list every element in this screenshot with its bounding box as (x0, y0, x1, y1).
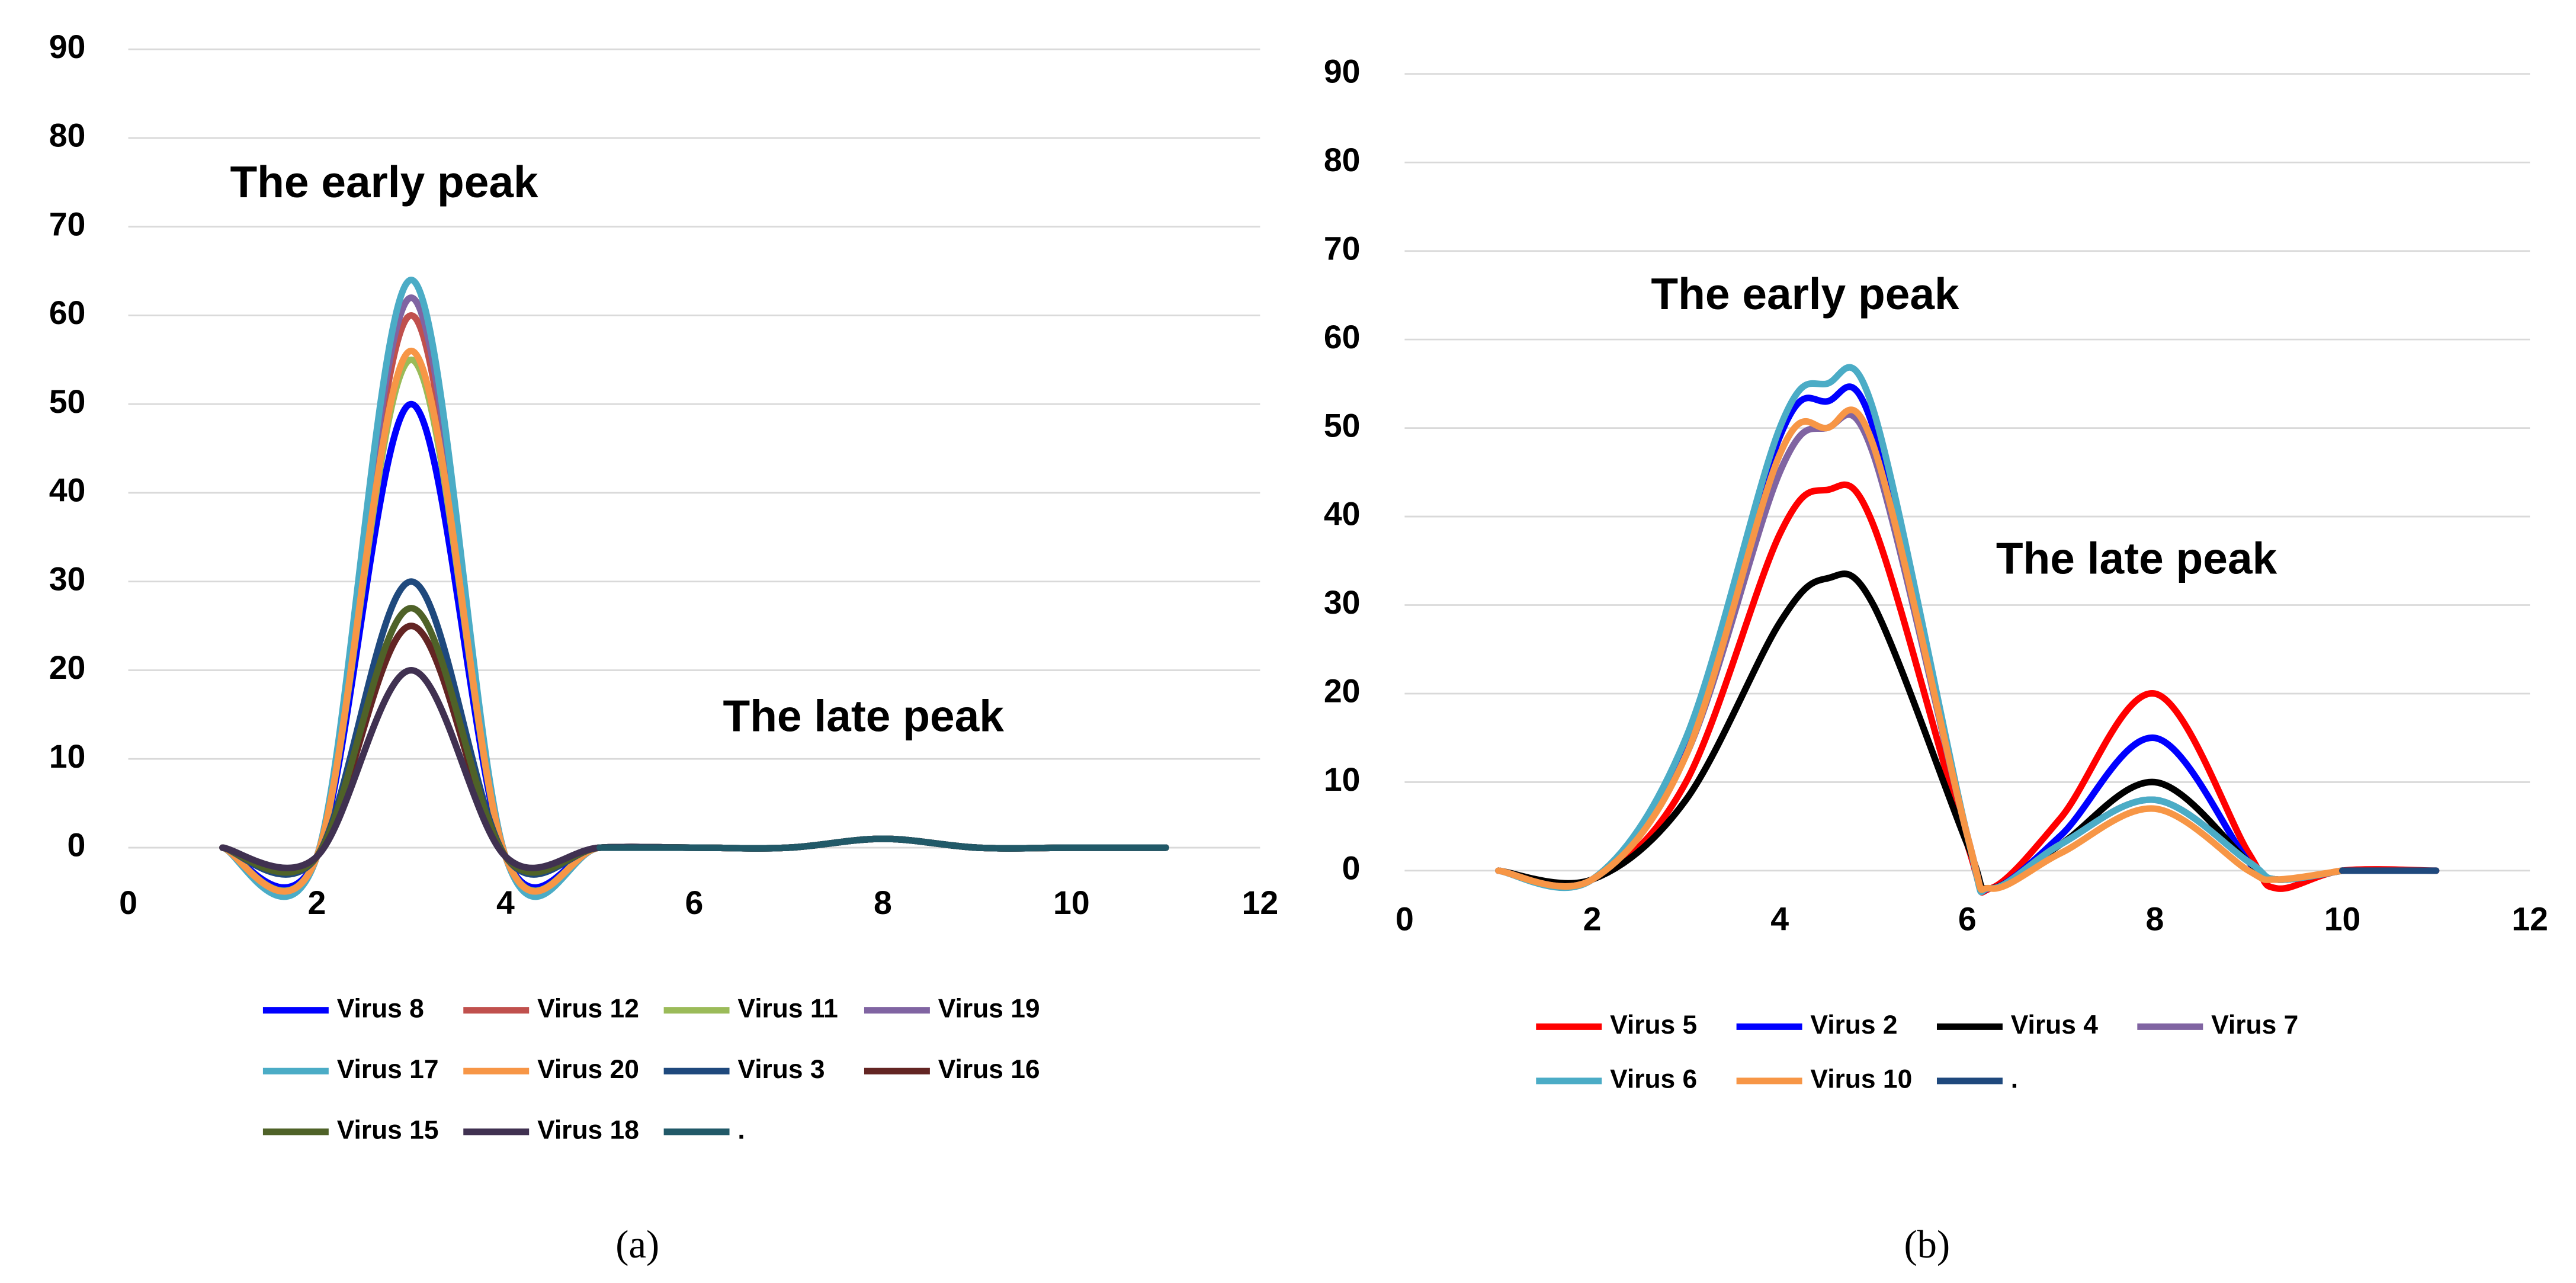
caption: (a) (615, 1223, 659, 1266)
y-tick-label: 80 (49, 117, 86, 154)
legend-label: Virus 3 (737, 1055, 825, 1084)
legend-label: Virus 11 (737, 994, 838, 1023)
series-line (1495, 406, 2346, 893)
y-tick-label: 40 (49, 472, 86, 509)
y-tick-label: 70 (1324, 230, 1361, 267)
legend-label: Virus 4 (2011, 1011, 2098, 1040)
y-tick-label: 0 (68, 827, 86, 864)
legend-label: . (737, 1116, 745, 1145)
annotation: The late peak (723, 691, 1004, 741)
annotation: The early peak (1651, 269, 1959, 319)
series-line (219, 400, 1169, 891)
legend-label: Virus 5 (1610, 1011, 1697, 1040)
y-tick-label: 90 (49, 28, 86, 65)
legend-label: Virus 19 (938, 994, 1040, 1023)
y-tick-label: 20 (49, 649, 86, 686)
x-tick-label: 6 (685, 884, 704, 921)
x-tick-label: 0 (119, 884, 137, 921)
x-tick-label: 2 (1583, 901, 1602, 938)
legend-label: Virus 16 (938, 1055, 1040, 1084)
legend-label: . (2011, 1065, 2018, 1094)
x-tick-label: 8 (874, 884, 892, 921)
legend-label: Virus 20 (537, 1055, 639, 1084)
y-tick-label: 10 (49, 738, 86, 775)
legend-label: Virus 17 (337, 1055, 439, 1084)
y-tick-label: 70 (49, 206, 86, 242)
x-tick-label: 12 (1242, 884, 1279, 921)
y-tick-label: 50 (49, 383, 86, 420)
x-tick-label: 12 (2511, 901, 2548, 938)
y-tick-label: 40 (1324, 496, 1361, 533)
y-tick-label: 0 (1342, 850, 1361, 887)
x-tick-label: 10 (1053, 884, 1090, 921)
annotation: The late peak (1996, 533, 2277, 583)
x-tick-label: 0 (1396, 901, 1414, 938)
y-tick-label: 80 (1324, 142, 1361, 178)
legend-label: Virus 15 (337, 1116, 439, 1145)
legend-label: Virus 10 (1810, 1065, 1912, 1094)
annotation: The early peak (230, 157, 538, 207)
y-tick-label: 30 (1324, 584, 1361, 621)
series-line (1495, 411, 2346, 894)
legend-label: Virus 7 (2211, 1011, 2298, 1040)
legend-label: Virus 8 (337, 994, 424, 1023)
legend-label: Virus 18 (537, 1116, 639, 1145)
series-line (219, 356, 1169, 894)
series-line (219, 605, 1169, 876)
series-line (596, 835, 1169, 852)
legend-label: Virus 12 (537, 994, 639, 1023)
x-tick-label: 10 (2324, 901, 2361, 938)
y-tick-label: 90 (1324, 53, 1361, 89)
series-line (1495, 570, 2346, 892)
y-tick-label: 20 (1324, 673, 1361, 710)
legend-label: Virus 6 (1610, 1065, 1697, 1094)
y-tick-label: 10 (1324, 761, 1361, 798)
x-tick-label: 2 (308, 884, 326, 921)
y-tick-label: 60 (49, 294, 86, 331)
x-tick-label: 8 (2145, 901, 2164, 938)
caption: (b) (1904, 1223, 1951, 1266)
series-line (1495, 364, 2346, 896)
x-tick-label: 6 (1958, 901, 1977, 938)
y-tick-label: 50 (1324, 407, 1361, 444)
y-tick-label: 60 (1324, 319, 1361, 355)
x-tick-label: 4 (1770, 901, 1789, 938)
x-tick-label: 4 (496, 884, 515, 921)
y-tick-label: 30 (49, 560, 86, 597)
legend-label: Virus 2 (1810, 1011, 1897, 1040)
